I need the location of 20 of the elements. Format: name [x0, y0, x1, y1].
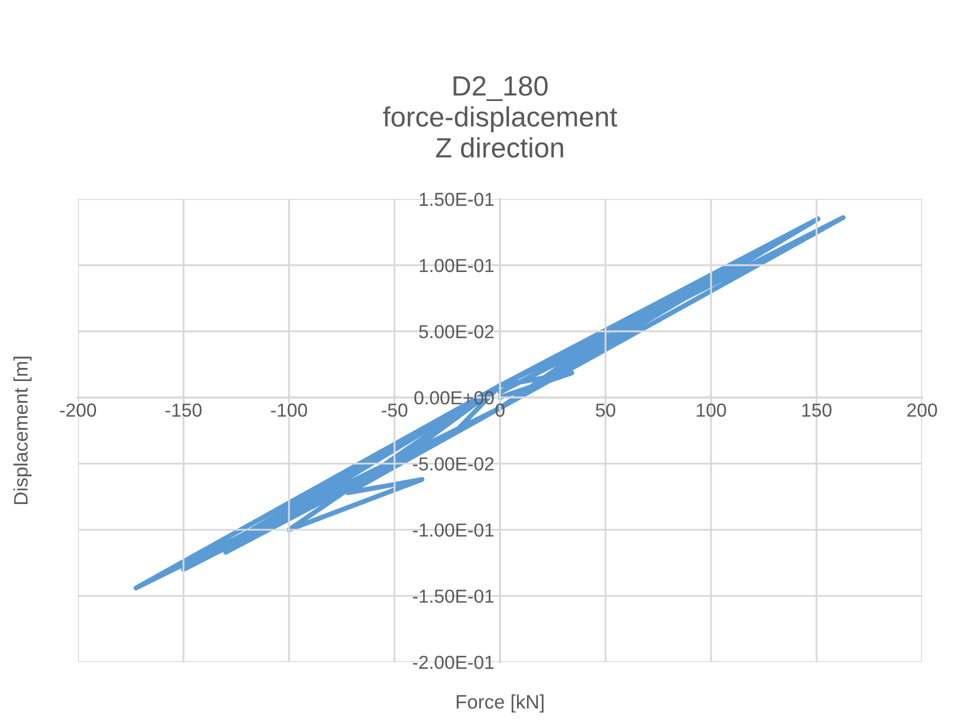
x-tick-label: -200	[60, 404, 96, 417]
y-tick-label: 1.50E-01	[420, 192, 494, 206]
y-tick-label: -2.00E-01	[412, 656, 494, 670]
y-tick-label: 0.00E+00	[414, 391, 494, 404]
x-tick-label: 50	[596, 404, 616, 417]
line-series	[134, 215, 846, 590]
y-tick-label: 1.00E-01	[420, 258, 494, 272]
y-tick-label: -1.00E-01	[412, 523, 494, 537]
y-tick-label: -1.50E-01	[412, 590, 494, 603]
x-axis-title: Force [kN]	[456, 694, 544, 713]
y-tick-label: -5.00E-02	[412, 457, 494, 471]
x-tick-label: -150	[166, 404, 202, 417]
x-tick-label: 150	[802, 404, 832, 417]
x-tick-label: -100	[271, 404, 308, 417]
y-tick-label: 5.00E-02	[419, 325, 494, 338]
y-axis-title: Displacement [m]	[13, 356, 32, 504]
chart-title: D2_180 force-displacement Z direction	[383, 76, 618, 158]
x-tick-label: 200	[907, 404, 937, 417]
x-tick-label: 100	[696, 404, 726, 417]
x-tick-label: -50	[382, 404, 408, 417]
